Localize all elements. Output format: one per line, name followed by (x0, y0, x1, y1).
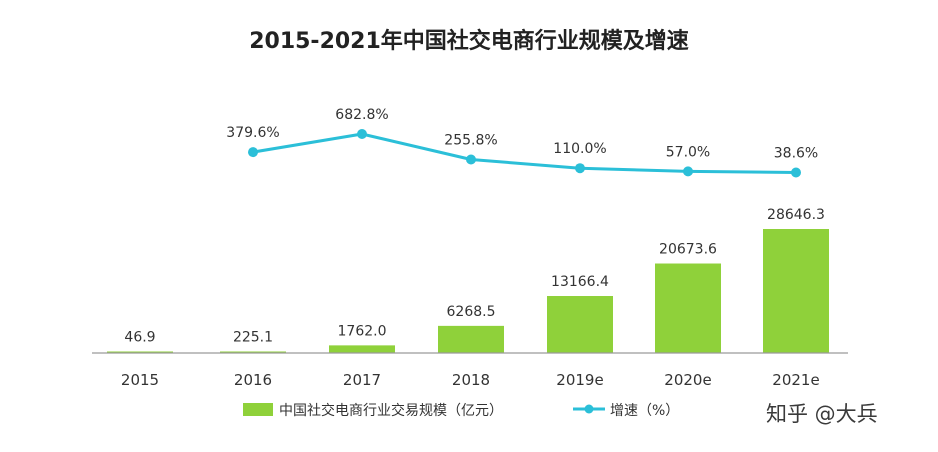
x-tick-label: 2015 (121, 371, 159, 389)
bar-value-label: 20673.6 (659, 242, 717, 258)
x-tick-label: 2019e (556, 371, 603, 389)
legend-line-label: 增速（%） (610, 403, 679, 419)
legend-bar-swatch (243, 403, 273, 416)
bar (763, 229, 829, 353)
x-tick-label: 2021e (772, 371, 819, 389)
growth-point (466, 154, 476, 165)
bar-data-labels: 46.9 225.1 1762.0 6268.5 13166.4 20673.6 28646… (124, 207, 825, 346)
x-tick-label: 2017 (343, 371, 381, 389)
watermark-text: 知乎 @大兵 (766, 402, 878, 426)
growth-point (357, 129, 367, 139)
x-tick-labels: 2015 2016 2017 2018 2019e 2020e 2021e (121, 371, 820, 389)
x-tick-label: 2018 (452, 371, 490, 389)
growth-value-label: 682.8% (335, 107, 388, 123)
growth-value-label: 379.6% (226, 125, 279, 141)
bar (220, 351, 286, 353)
growth-value-label: 57.0% (666, 144, 710, 160)
bar (655, 263, 721, 353)
growth-point (248, 147, 258, 158)
bar-value-label: 225.1 (233, 330, 273, 346)
bar-value-label: 6268.5 (447, 304, 496, 320)
growth-point (791, 167, 801, 178)
chart-title: 2015-2021年中国社交电商行业规模及增速 (249, 28, 689, 54)
bar-value-label: 13166.4 (551, 274, 609, 290)
x-tick-label: 2016 (234, 371, 272, 389)
bar-value-label: 1762.0 (338, 323, 387, 339)
x-tick-label: 2020e (664, 371, 711, 389)
growth-point (683, 166, 693, 177)
growth-value-label: 38.6% (774, 146, 818, 162)
bar (107, 351, 173, 353)
growth-line (251, 132, 798, 174)
bar-value-label: 46.9 (124, 330, 155, 346)
legend-bar-label: 中国社交电商行业交易规模（亿元） (279, 402, 503, 419)
legend: 中国社交电商行业交易规模（亿元） 增速（%） (243, 402, 679, 419)
growth-point (575, 163, 585, 174)
bar (547, 296, 613, 353)
legend-line-marker (584, 404, 594, 414)
bar (438, 325, 504, 353)
bar (329, 345, 395, 353)
line-data-labels: 379.6% 682.8% 255.8% 110.0% 57.0% 38.6% (226, 107, 818, 162)
growth-value-label: 110.0% (553, 141, 606, 157)
bar-value-label: 28646.3 (767, 207, 825, 223)
growth-value-label: 255.8% (444, 133, 497, 149)
growth-line-series (248, 129, 801, 178)
bar-series (107, 229, 829, 353)
